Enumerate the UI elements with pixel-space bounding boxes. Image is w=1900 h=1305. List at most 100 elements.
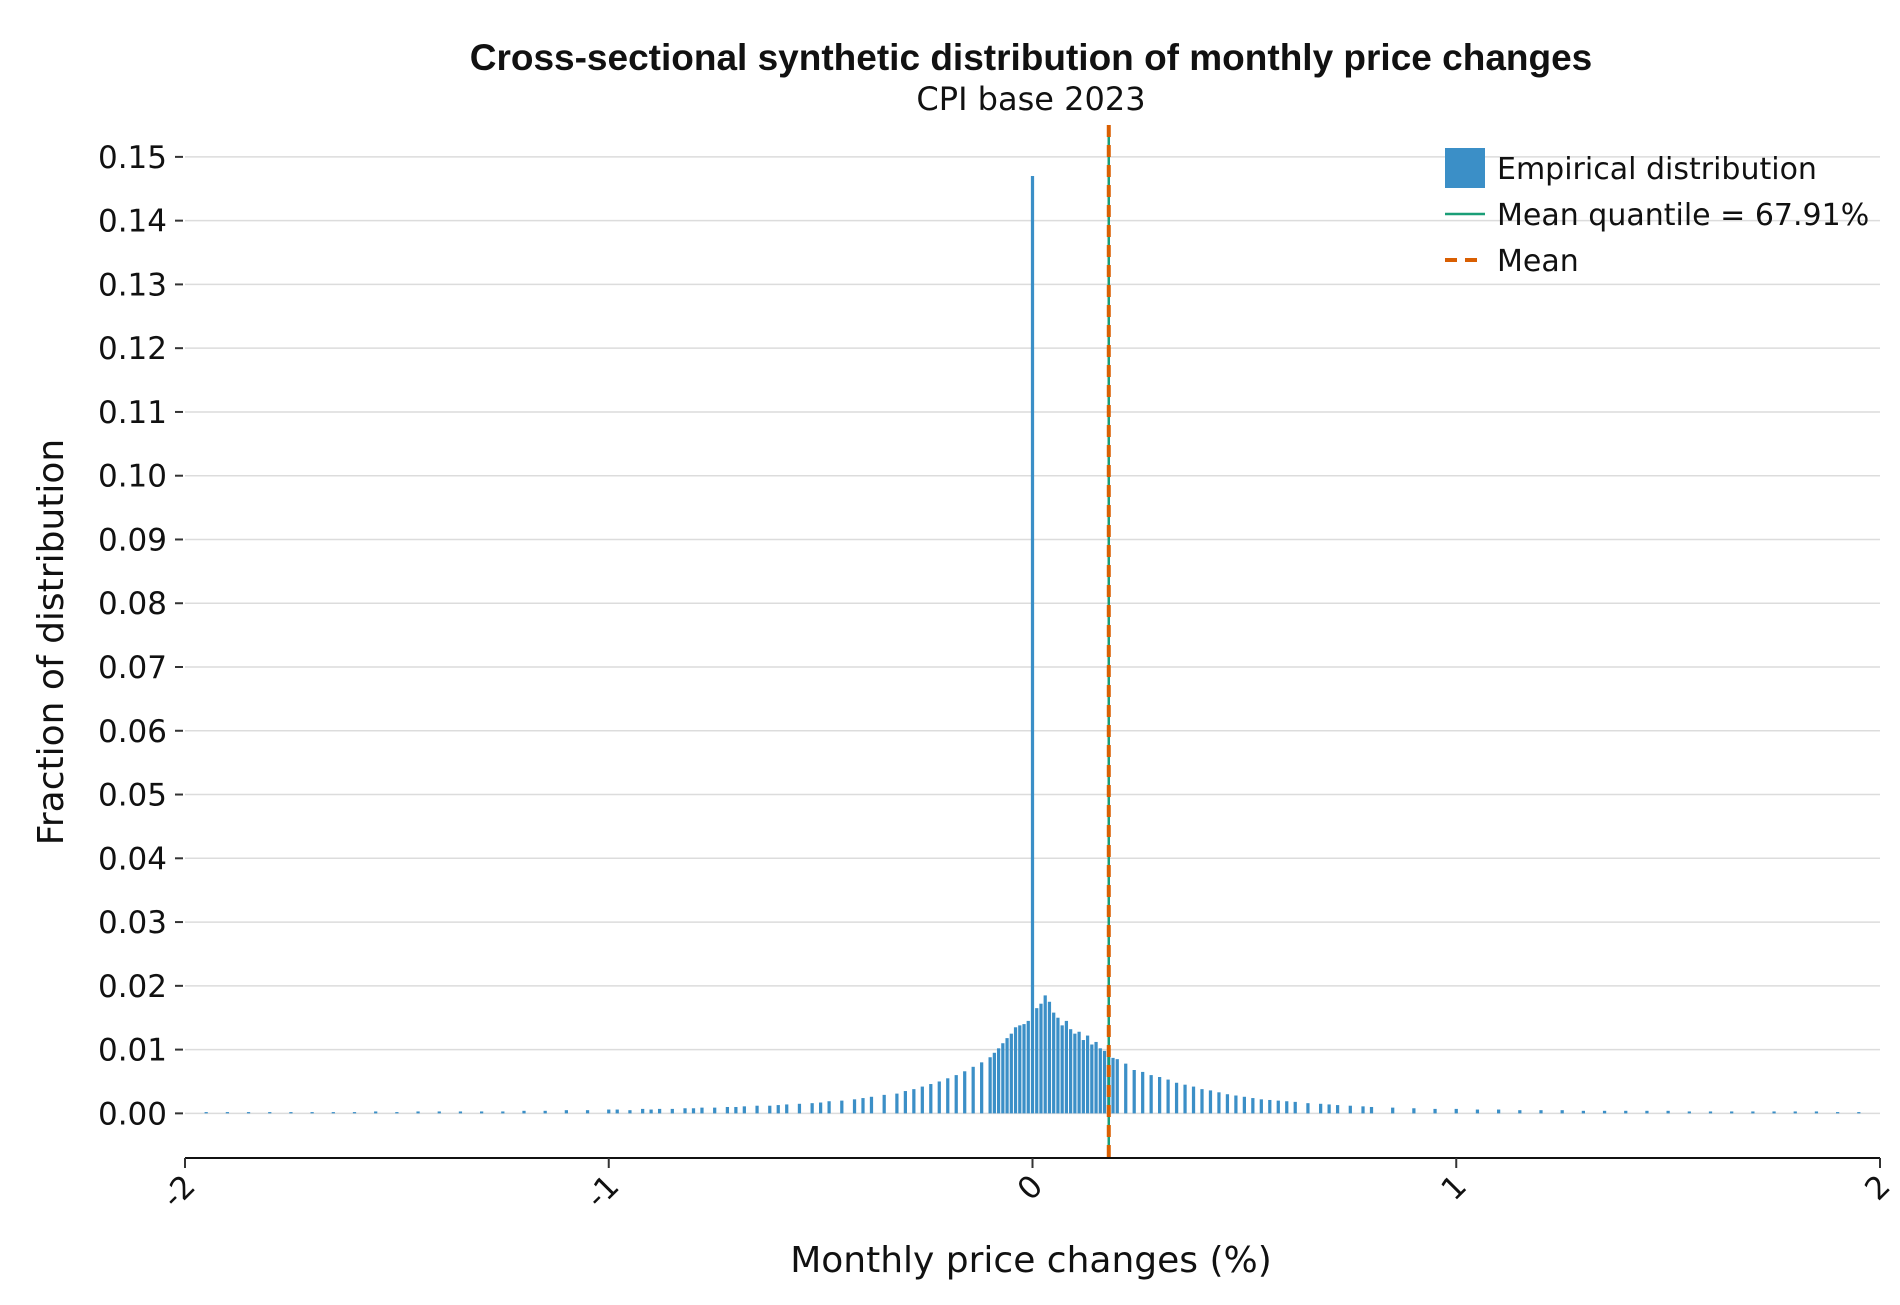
- chart-subtitle: CPI base 2023: [916, 80, 1145, 118]
- histogram-bar: [1319, 1103, 1323, 1114]
- histogram-bar: [615, 1109, 619, 1114]
- histogram-bar: [374, 1111, 378, 1114]
- histogram-bar: [1009, 1033, 1013, 1114]
- histogram-bar: [1047, 1001, 1052, 1114]
- histogram-bar: [1200, 1089, 1204, 1114]
- histogram-bar: [1518, 1110, 1522, 1114]
- histogram-bar: [768, 1105, 772, 1114]
- histogram-bar: [1836, 1112, 1840, 1114]
- histogram-bar: [1132, 1070, 1136, 1114]
- histogram-bar: [543, 1110, 547, 1114]
- legend-label-empirical: Empirical distribution: [1497, 152, 1817, 187]
- histogram-bar: [988, 1057, 992, 1114]
- histogram-bar: [996, 1048, 1001, 1114]
- histogram-bar: [657, 1108, 662, 1114]
- histogram-bar: [1174, 1082, 1179, 1114]
- axes-layer: 0.00 0.01 0.02 0.03 0.04 0.05 0.06 0.07 0.08 0.09…: [98, 140, 1898, 1216]
- histogram-bar: [1814, 1111, 1819, 1114]
- histogram-bar: [895, 1093, 899, 1114]
- histogram-bar: [1052, 1012, 1056, 1114]
- histogram-bar: [607, 1109, 611, 1114]
- histogram-bar: [1098, 1048, 1102, 1114]
- histogram-bar: [1056, 1017, 1060, 1114]
- histogram-bar: [1624, 1110, 1628, 1114]
- y-tick-label: 0.01: [98, 1033, 167, 1069]
- histogram-bar: [437, 1111, 441, 1114]
- y-tick-label: 0.02: [98, 969, 167, 1005]
- histogram-bar: [1412, 1108, 1416, 1114]
- histogram-bar: [1793, 1111, 1797, 1114]
- histogram-bar: [1225, 1094, 1230, 1114]
- histogram-bar: [691, 1108, 696, 1114]
- histogram-bar: [480, 1111, 484, 1114]
- x-tick-label: 1: [1434, 1168, 1473, 1207]
- histogram-bar: [980, 1062, 984, 1114]
- histogram-bar: [1348, 1105, 1352, 1114]
- histogram-bar: [1141, 1071, 1145, 1114]
- histogram-bar: [785, 1104, 789, 1114]
- histogram-bar: [1327, 1104, 1331, 1114]
- histogram-bar: [246, 1112, 251, 1114]
- histogram-bar: [1335, 1105, 1340, 1114]
- x-tick-label: 2: [1858, 1168, 1897, 1207]
- chart-title: Cross-sectional synthetic distribution o…: [470, 37, 1593, 78]
- histogram-bar: [1026, 1020, 1030, 1114]
- histogram-bar: [501, 1111, 505, 1114]
- histogram-bar: [1013, 1027, 1018, 1114]
- histogram-bar: [1035, 1008, 1039, 1114]
- histogram-bar: [683, 1108, 687, 1114]
- histogram-bar: [1081, 1040, 1085, 1114]
- histogram-bar: [713, 1107, 717, 1114]
- histogram-bar: [742, 1106, 746, 1114]
- histogram-bar: [840, 1100, 844, 1114]
- histogram-bar: [1242, 1096, 1246, 1114]
- histogram-bar: [797, 1103, 802, 1114]
- histogram-bar: [1708, 1111, 1713, 1114]
- histogram-bar: [1166, 1079, 1170, 1114]
- histogram-bar: [1022, 1024, 1026, 1114]
- histogram-bar: [869, 1096, 874, 1114]
- histogram-bar: [819, 1102, 823, 1114]
- histogram-bar: [268, 1112, 272, 1114]
- histogram-bar: [971, 1066, 975, 1114]
- histogram-bar: [1005, 1038, 1009, 1114]
- histogram-bar: [776, 1105, 780, 1114]
- histogram-bar: [1285, 1101, 1289, 1114]
- histogram-bar: [395, 1112, 399, 1114]
- y-tick-label: 0.05: [98, 778, 167, 814]
- y-tick-label: 0.08: [98, 586, 167, 622]
- histogram-bar: [1454, 1108, 1458, 1114]
- histogram-bar: [946, 1078, 950, 1114]
- y-tick-label: 0.04: [98, 841, 167, 877]
- histogram-bar: [1124, 1063, 1128, 1114]
- histogram-bar: [628, 1110, 632, 1114]
- histogram-bar: [1158, 1077, 1162, 1114]
- histogram-bar: [861, 1098, 865, 1114]
- x-tick-label: -1: [579, 1168, 626, 1215]
- y-tick-label: 0.06: [98, 714, 167, 750]
- legend-label-mean: Mean: [1497, 244, 1579, 279]
- histogram-bar: [1115, 1059, 1119, 1114]
- histogram-bar: [992, 1052, 996, 1114]
- histogram-bar: [1645, 1110, 1649, 1114]
- y-tick-label: 0.12: [98, 331, 167, 367]
- histogram-bar: [1030, 176, 1035, 1114]
- histogram-bar: [882, 1094, 886, 1114]
- histogram-bar: [1251, 1098, 1255, 1114]
- histogram-bar: [670, 1108, 674, 1114]
- histogram-bar: [1183, 1084, 1187, 1114]
- histogram-bar: [827, 1101, 831, 1114]
- histogram-bar: [310, 1112, 314, 1114]
- histogram-bar: [963, 1071, 967, 1114]
- x-tick-label: 0: [1011, 1168, 1050, 1207]
- y-tick-label: 0.07: [98, 650, 167, 686]
- histogram-bar: [1433, 1108, 1437, 1114]
- histogram-bar: [1361, 1106, 1365, 1114]
- y-tick-label: 0.11: [98, 395, 167, 431]
- histogram-bar: [1497, 1109, 1501, 1114]
- histogram-bar: [903, 1091, 907, 1114]
- histogram-bar: [920, 1086, 924, 1114]
- histogram-bar: [1208, 1090, 1213, 1114]
- histogram-bar: [1069, 1029, 1073, 1114]
